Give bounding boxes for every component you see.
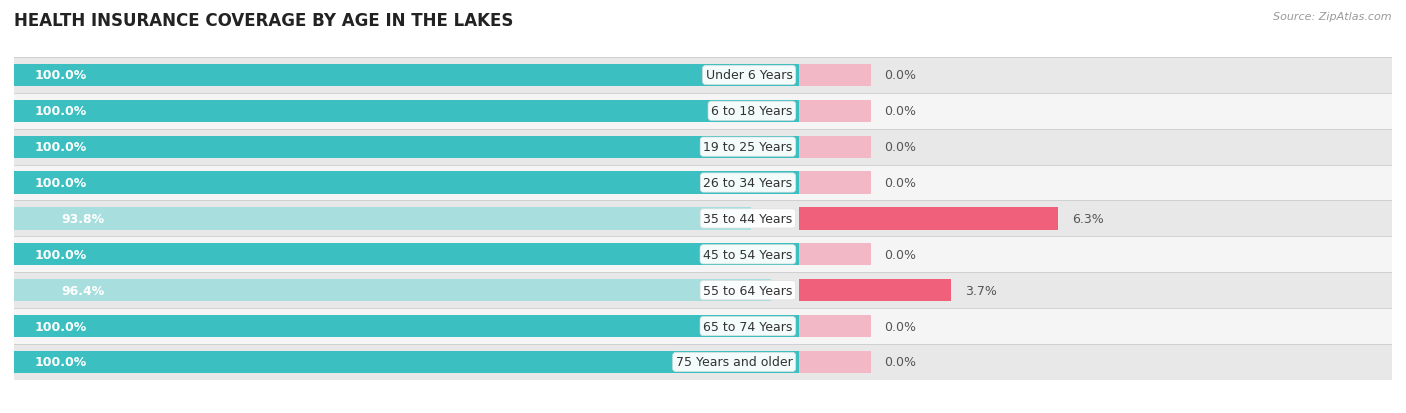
- Text: 100.0%: 100.0%: [35, 69, 87, 82]
- Text: 0.0%: 0.0%: [884, 248, 917, 261]
- Text: 75 Years and older: 75 Years and older: [676, 356, 793, 368]
- Text: 0.0%: 0.0%: [884, 320, 917, 333]
- Text: 45 to 54 Years: 45 to 54 Years: [703, 248, 793, 261]
- Bar: [800, 172, 870, 194]
- Bar: [800, 136, 870, 159]
- Bar: [14, 94, 1392, 129]
- Bar: [14, 64, 800, 87]
- Text: 0.0%: 0.0%: [884, 141, 917, 154]
- Text: 6 to 18 Years: 6 to 18 Years: [711, 105, 793, 118]
- Text: Source: ZipAtlas.com: Source: ZipAtlas.com: [1274, 12, 1392, 22]
- Bar: [14, 172, 800, 194]
- Bar: [14, 165, 1392, 201]
- Bar: [14, 129, 1392, 165]
- Text: 35 to 44 Years: 35 to 44 Years: [703, 212, 793, 225]
- Text: HEALTH INSURANCE COVERAGE BY AGE IN THE LAKES: HEALTH INSURANCE COVERAGE BY AGE IN THE …: [14, 12, 513, 30]
- Bar: [14, 351, 800, 373]
- Text: 3.7%: 3.7%: [965, 284, 997, 297]
- Bar: [14, 279, 770, 301]
- Text: Under 6 Years: Under 6 Years: [706, 69, 793, 82]
- Text: 100.0%: 100.0%: [35, 177, 87, 190]
- Text: 26 to 34 Years: 26 to 34 Years: [703, 177, 793, 190]
- Bar: [800, 279, 952, 301]
- Bar: [14, 244, 800, 266]
- Text: 0.0%: 0.0%: [884, 177, 917, 190]
- Bar: [800, 100, 870, 123]
- Bar: [14, 309, 1392, 344]
- Text: 100.0%: 100.0%: [35, 105, 87, 118]
- Bar: [800, 351, 870, 373]
- Text: 55 to 64 Years: 55 to 64 Years: [703, 284, 793, 297]
- Bar: [14, 136, 800, 159]
- Bar: [14, 237, 1392, 273]
- Bar: [14, 344, 1392, 380]
- Bar: [800, 315, 870, 337]
- Text: 100.0%: 100.0%: [35, 141, 87, 154]
- Text: 65 to 74 Years: 65 to 74 Years: [703, 320, 793, 333]
- Bar: [800, 208, 1057, 230]
- Bar: [14, 273, 1392, 309]
- Bar: [14, 201, 1392, 237]
- Text: 19 to 25 Years: 19 to 25 Years: [703, 141, 793, 154]
- Bar: [14, 100, 800, 123]
- Bar: [800, 244, 870, 266]
- Bar: [800, 64, 870, 87]
- Text: 6.3%: 6.3%: [1071, 212, 1104, 225]
- Text: 96.4%: 96.4%: [62, 284, 104, 297]
- Text: 0.0%: 0.0%: [884, 105, 917, 118]
- Bar: [14, 208, 751, 230]
- Text: 93.8%: 93.8%: [62, 212, 104, 225]
- Bar: [14, 315, 800, 337]
- Bar: [14, 58, 1392, 94]
- Text: 100.0%: 100.0%: [35, 248, 87, 261]
- Text: 100.0%: 100.0%: [35, 356, 87, 368]
- Text: 0.0%: 0.0%: [884, 356, 917, 368]
- Text: 0.0%: 0.0%: [884, 69, 917, 82]
- Text: 100.0%: 100.0%: [35, 320, 87, 333]
